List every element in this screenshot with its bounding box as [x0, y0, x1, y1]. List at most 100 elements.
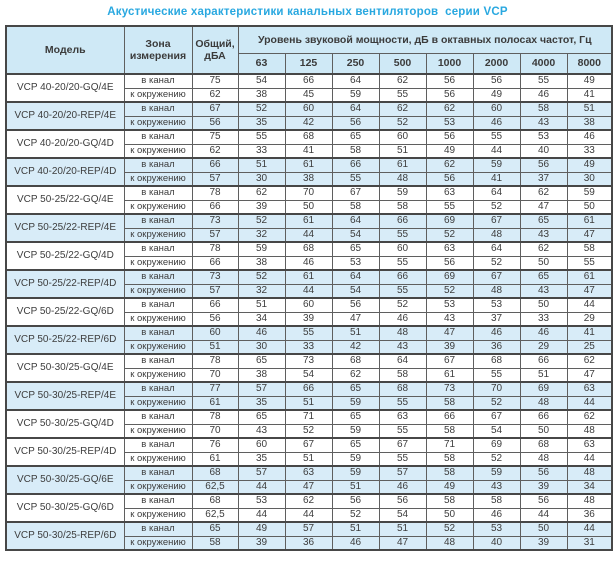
level-cell-250hz: 62: [331, 367, 380, 383]
level-cell-8000hz: 48: [566, 423, 613, 439]
level-cell-2000hz: 60: [472, 101, 521, 117]
level-cell-250hz: 51: [331, 521, 380, 537]
level-cell-1000hz: 56: [425, 255, 474, 271]
table-row-duct: VCP 50-25/22-REP/4D в канал 73 52 61 64 66 69 67…: [5, 269, 613, 299]
level-cell-250hz: 66: [331, 157, 380, 173]
level-cell-1000hz: 61: [425, 367, 474, 383]
level-cell-250hz: 53: [331, 255, 380, 271]
level-cell-8000hz: 49: [566, 73, 613, 89]
model-cell: VCP 50-25/22-REP/4E: [5, 213, 125, 243]
level-cell-250hz: 64: [331, 73, 380, 89]
level-cell-1000hz: 47: [425, 325, 474, 341]
level-cell-500hz: 51: [378, 143, 427, 159]
level-cell-2000hz: 53: [472, 521, 521, 537]
model-cell: VCP 50-25/22-REP/6D: [5, 325, 125, 355]
acoustic-table: Модель Зона измерения Общий, дБА Уровень…: [5, 25, 614, 551]
freq-header-2000: 2000: [472, 53, 521, 75]
table-row-duct: VCP 40-20/20-GQ/4D в канал 75 55 68 65 60 56 55 5…: [5, 129, 613, 159]
level-cell-500hz: 55: [378, 395, 427, 411]
level-cell-500hz: 66: [378, 269, 427, 285]
level-cell-63hz: 38: [237, 255, 286, 271]
level-cell-250hz: 51: [331, 325, 380, 341]
level-cell-2000hz: 43: [472, 479, 521, 495]
level-cell-8000hz: 48: [566, 493, 613, 509]
total-dba-cell: 61: [191, 395, 239, 411]
level-cell-125hz: 33: [284, 339, 333, 355]
level-cell-250hz: 59: [331, 423, 380, 439]
level-cell-500hz: 55: [378, 227, 427, 243]
level-cell-4000hz: 62: [519, 185, 568, 201]
level-cell-4000hz: 56: [519, 465, 568, 481]
level-cell-4000hz: 50: [519, 423, 568, 439]
total-dba-cell: 78: [191, 353, 239, 369]
level-cell-63hz: 52: [237, 213, 286, 229]
level-cell-500hz: 52: [378, 115, 427, 131]
level-cell-4000hz: 40: [519, 143, 568, 159]
level-cell-500hz: 68: [378, 381, 427, 397]
level-cell-2000hz: 36: [472, 339, 521, 355]
table-row-ambient: к окружению 66 39 50 58 58 55 52 47 50: [6, 199, 613, 215]
level-cell-63hz: 30: [237, 339, 286, 355]
freq-header-8000: 8000: [566, 53, 613, 75]
level-cell-1000hz: 55: [425, 199, 474, 215]
zone-cell: к окружению: [123, 311, 193, 327]
level-cell-2000hz: 58: [472, 493, 521, 509]
level-cell-8000hz: 49: [566, 157, 613, 173]
level-cell-63hz: 43: [237, 423, 286, 439]
zone-cell: к окружению: [123, 423, 193, 439]
level-cell-1000hz: 71: [425, 437, 474, 453]
level-cell-4000hz: 65: [519, 213, 568, 229]
level-cell-500hz: 66: [378, 213, 427, 229]
level-cell-1000hz: 58: [425, 451, 474, 467]
level-cell-63hz: 39: [237, 535, 286, 551]
level-cell-8000hz: 47: [566, 367, 613, 383]
level-cell-8000hz: 44: [566, 521, 613, 537]
level-cell-63hz: 59: [237, 241, 286, 257]
level-cell-500hz: 58: [378, 367, 427, 383]
level-cell-8000hz: 61: [566, 213, 613, 229]
level-cell-125hz: 50: [284, 199, 333, 215]
total-dba-cell: 66: [191, 255, 239, 271]
level-cell-4000hz: 43: [519, 115, 568, 131]
level-cell-250hz: 64: [331, 101, 380, 117]
level-cell-500hz: 52: [378, 297, 427, 313]
level-cell-500hz: 62: [378, 73, 427, 89]
model-cell: VCP 50-25/22-GQ/4E: [5, 185, 125, 215]
level-cell-2000hz: 55: [472, 367, 521, 383]
level-cell-2000hz: 59: [472, 157, 521, 173]
header-model: Модель: [5, 25, 125, 75]
total-dba-cell: 70: [191, 423, 239, 439]
zone-cell: к окружению: [123, 451, 193, 467]
level-cell-500hz: 48: [378, 325, 427, 341]
total-dba-cell: 66: [191, 297, 239, 313]
zone-cell: в канал: [123, 129, 193, 145]
total-dba-cell: 51: [191, 339, 239, 355]
level-cell-1000hz: 69: [425, 213, 474, 229]
freq-header-125: 125: [284, 53, 333, 75]
level-cell-1000hz: 67: [425, 353, 474, 369]
level-cell-1000hz: 58: [425, 423, 474, 439]
total-dba-cell: 68: [191, 465, 239, 481]
level-cell-125hz: 39: [284, 311, 333, 327]
level-cell-500hz: 67: [378, 437, 427, 453]
level-cell-1000hz: 52: [425, 521, 474, 537]
level-cell-2000hz: 64: [472, 241, 521, 257]
level-cell-63hz: 35: [237, 451, 286, 467]
level-cell-250hz: 56: [331, 115, 380, 131]
level-cell-8000hz: 50: [566, 199, 613, 215]
total-dba-cell: 62,5: [191, 479, 239, 495]
zone-cell: к окружению: [123, 199, 193, 215]
table-row-duct: VCP 50-25/22-GQ/4D в канал 78 59 68 65 60 63 64 6…: [5, 241, 613, 271]
level-cell-500hz: 56: [378, 493, 427, 509]
level-cell-4000hz: 46: [519, 87, 568, 103]
level-cell-8000hz: 41: [566, 325, 613, 341]
level-cell-8000hz: 63: [566, 437, 613, 453]
level-cell-8000hz: 31: [566, 535, 613, 551]
zone-cell: в канал: [123, 465, 193, 481]
level-cell-1000hz: 66: [425, 409, 474, 425]
level-cell-63hz: 35: [237, 115, 286, 131]
level-cell-8000hz: 47: [566, 283, 613, 299]
level-cell-2000hz: 46: [472, 507, 521, 523]
level-cell-125hz: 66: [284, 381, 333, 397]
level-cell-1000hz: 43: [425, 311, 474, 327]
